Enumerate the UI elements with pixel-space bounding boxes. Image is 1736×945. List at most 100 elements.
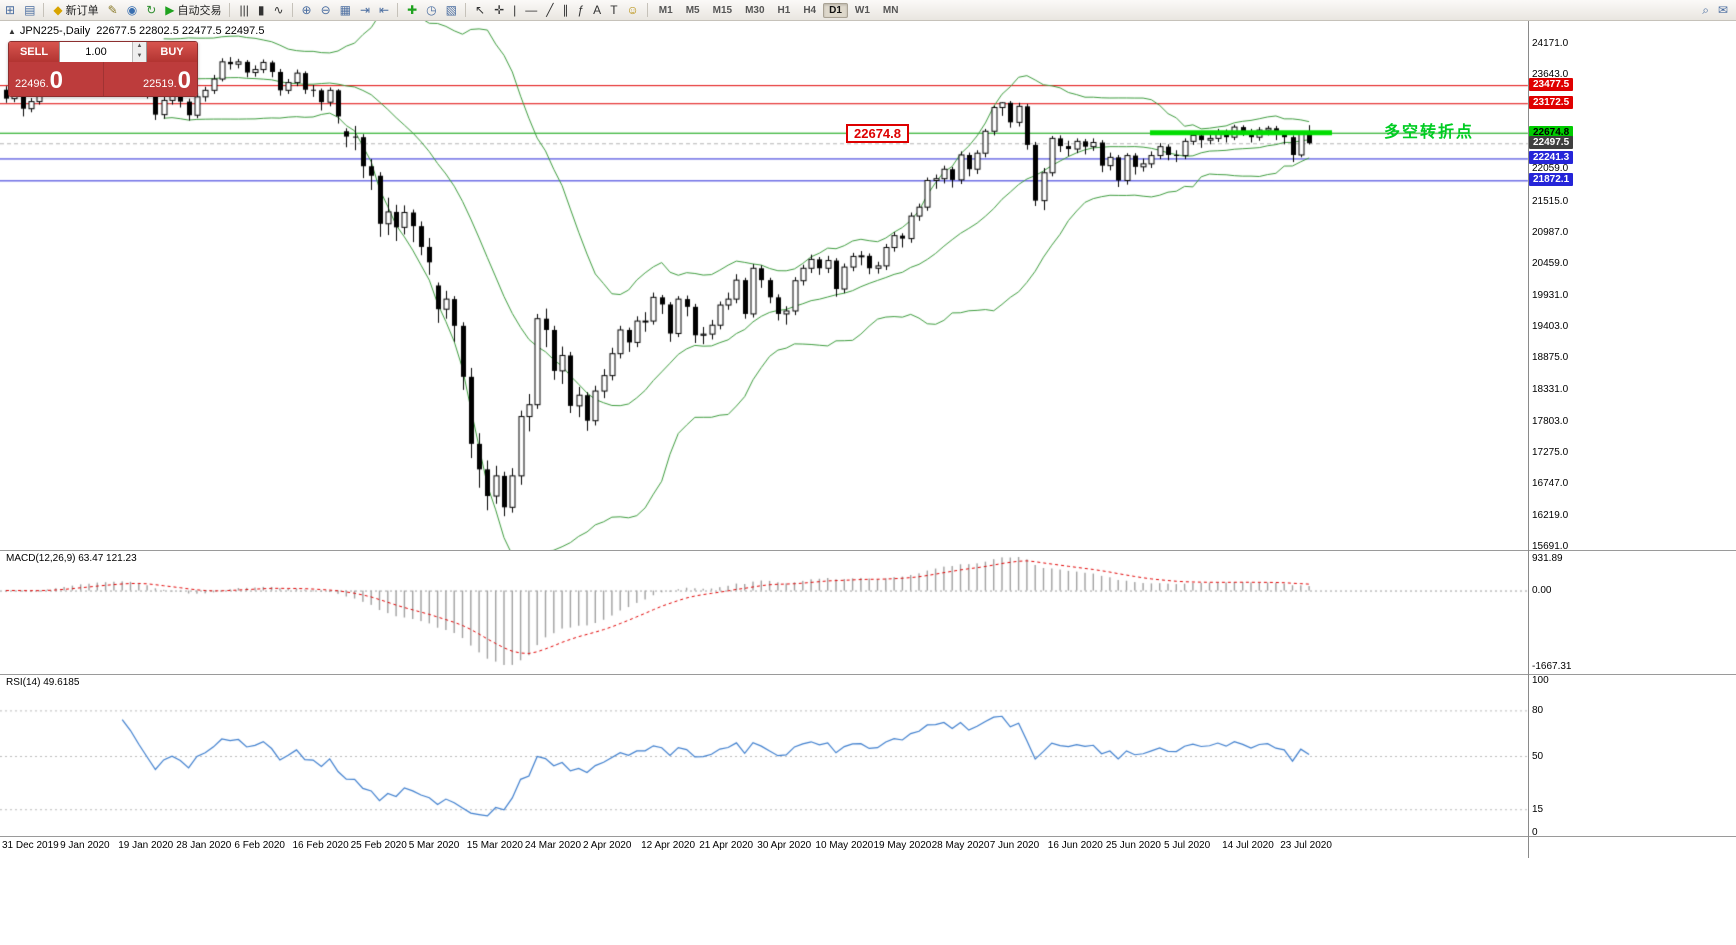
text-button[interactable]: A	[589, 0, 605, 20]
date-axis-label: 12 Apr 2020	[641, 840, 696, 851]
timeframe-toolbar: M1 M5 M15 M30 H1 H4 D1 W1 MN	[643, 0, 905, 20]
vertical-line-button[interactable]: |	[509, 0, 520, 20]
tile-windows-button[interactable]: ▦	[336, 0, 355, 20]
chart-symbol-period: JPN225-,Daily	[19, 25, 91, 37]
one-click-collapse-icon[interactable]: ▲	[8, 27, 16, 36]
zoom-out-button[interactable]: ⊖	[317, 0, 335, 20]
timeframe-m5-button[interactable]: M5	[685, 4, 700, 16]
sell-button[interactable]: SELL	[9, 42, 59, 62]
timeframe-mn-button[interactable]: MN	[882, 4, 899, 16]
timeframe-m1-button[interactable]: M1	[658, 4, 673, 16]
chart-ohlc-values: 22677.5 22802.5 22477.5 22497.5	[96, 25, 265, 37]
indicators-button[interactable]: ✚	[403, 0, 421, 20]
buy-price-button[interactable]: 22519. 0	[103, 62, 197, 96]
arrows-button[interactable]: ☺	[623, 0, 643, 20]
horizontal-line-icon: —	[525, 3, 538, 17]
buy-button[interactable]: BUY	[147, 42, 197, 62]
search-button[interactable]: ⌕	[1698, 0, 1713, 20]
new-order-button[interactable]: ◆ 新订单	[49, 0, 102, 20]
templates-button[interactable]: ▧	[442, 0, 461, 20]
macd-axis-zero: 0.00	[1532, 584, 1552, 596]
zoom-out-icon: ⊖	[320, 3, 331, 17]
chart-shift-button[interactable]: ⇤	[375, 0, 393, 20]
metaeditor-button[interactable]: ✎	[104, 0, 122, 20]
macd-axis-min: -1667.31	[1532, 661, 1572, 672]
tile-windows-icon: ▦	[339, 3, 351, 17]
trendline-icon: ╱	[546, 3, 554, 17]
cursor-button[interactable]: ↖	[471, 0, 489, 20]
bar-chart-button[interactable]: |||	[235, 0, 252, 20]
macd-panel-canvas[interactable]	[0, 551, 1736, 675]
price-scale-label: 23643.0	[1532, 69, 1569, 81]
volume-input[interactable]	[60, 42, 132, 62]
fibonacci-icon: ƒ	[577, 3, 585, 17]
price-annotation-box[interactable]: 22674.8	[846, 124, 909, 143]
panel-separator	[0, 836, 1736, 837]
date-axis-label: 14 Jul 2020	[1222, 840, 1274, 851]
volume-decrease-button[interactable]: ▼	[133, 52, 146, 62]
toolbar-separator	[646, 3, 648, 17]
new-order-diamond-icon: ◆	[53, 3, 63, 17]
timeframe-m15-button[interactable]: M15	[712, 4, 733, 16]
date-axis-label: 7 Jun 2020	[989, 840, 1040, 851]
price-axis-separator	[1528, 21, 1529, 858]
chart-profiles-button[interactable]: ▤	[20, 0, 39, 20]
price-scale-label: 17275.0	[1532, 447, 1569, 459]
timeframe-m30-button[interactable]: M30	[745, 4, 765, 16]
date-axis-label: 28 Jan 2020	[176, 840, 232, 851]
timeframe-d1-button[interactable]: D1	[823, 2, 848, 18]
refresh-button[interactable]: ↻	[142, 0, 160, 20]
crosshair-icon: ✛	[494, 3, 505, 17]
rsi-panel-canvas[interactable]	[0, 675, 1736, 837]
new-chart-button[interactable]: ⊞	[1, 0, 19, 20]
periods-clock-icon: ◷	[426, 3, 437, 17]
line-chart-icon: ∿	[273, 3, 284, 17]
sell-price: 22496.	[15, 78, 49, 90]
periods-button[interactable]: ◷	[422, 0, 440, 20]
autotrading-button[interactable]: ▶ 自动交易	[161, 0, 225, 20]
toolbar-separator	[229, 3, 231, 17]
channel-icon: ∥	[562, 3, 569, 17]
date-axis-label: 5 Jul 2020	[1164, 840, 1211, 851]
sell-price-big-digit: 0	[49, 67, 64, 94]
date-axis-label: 15 Mar 2020	[466, 840, 523, 851]
candlestick-chart-button[interactable]: ▮	[254, 0, 269, 20]
volume-increase-button[interactable]: ▲	[133, 42, 146, 52]
fibonacci-button[interactable]: ƒ	[573, 0, 588, 20]
price-scale-label: 21515.0	[1532, 195, 1569, 207]
toolbar-separator	[43, 3, 45, 17]
channel-button[interactable]: ∥	[558, 0, 572, 20]
crosshair-button[interactable]: ✛	[490, 0, 508, 20]
bar-chart-icon: |||	[239, 3, 249, 17]
timeframe-h1-button[interactable]: H1	[777, 4, 791, 16]
search-icon: ⌕	[1702, 3, 1709, 17]
auto-scroll-button[interactable]: ⇥	[356, 0, 374, 20]
zoom-in-button[interactable]: ⊕	[298, 0, 316, 20]
cursor-icon: ↖	[475, 3, 486, 17]
price-line-badge: 23172.5	[1529, 96, 1574, 110]
rsi-axis-label: 50	[1532, 751, 1544, 762]
date-axis-label: 25 Feb 2020	[350, 840, 407, 851]
panel-separator[interactable]	[0, 674, 1736, 675]
timeframe-w1-button[interactable]: W1	[854, 4, 870, 16]
macd-indicator-label: MACD(12,26,9) 63.47 121.23	[6, 553, 137, 564]
price-scale-label: 18875.0	[1532, 352, 1569, 364]
chart-profiles-icon: ▤	[24, 3, 36, 17]
message-button[interactable]: ✉	[1714, 0, 1732, 20]
line-chart-button[interactable]: ∿	[269, 0, 287, 20]
date-axis-label: 30 Apr 2020	[757, 840, 812, 851]
trendline-button[interactable]: ╱	[542, 0, 557, 20]
chart-info-line: ▲ JPN225-,Daily 22677.5 22802.5 22477.5 22…	[8, 25, 264, 37]
horizontal-line-button[interactable]: —	[521, 0, 541, 20]
main-chart-canvas[interactable]	[0, 21, 1736, 551]
date-axis-label: 24 Mar 2020	[524, 840, 582, 851]
buy-price-big-digit: 0	[177, 67, 191, 94]
text-label-button[interactable]: T	[606, 0, 621, 20]
panel-separator[interactable]	[0, 550, 1736, 551]
price-line-badge: 21872.1	[1529, 173, 1574, 187]
volume-spinner: ▲ ▼	[132, 42, 146, 62]
date-axis-label: 16 Jun 2020	[1047, 840, 1103, 851]
sell-price-button[interactable]: 22496. 0	[9, 62, 103, 96]
mql5-community-button[interactable]: ◉	[123, 0, 141, 20]
timeframe-h4-button[interactable]: H4	[803, 4, 817, 16]
